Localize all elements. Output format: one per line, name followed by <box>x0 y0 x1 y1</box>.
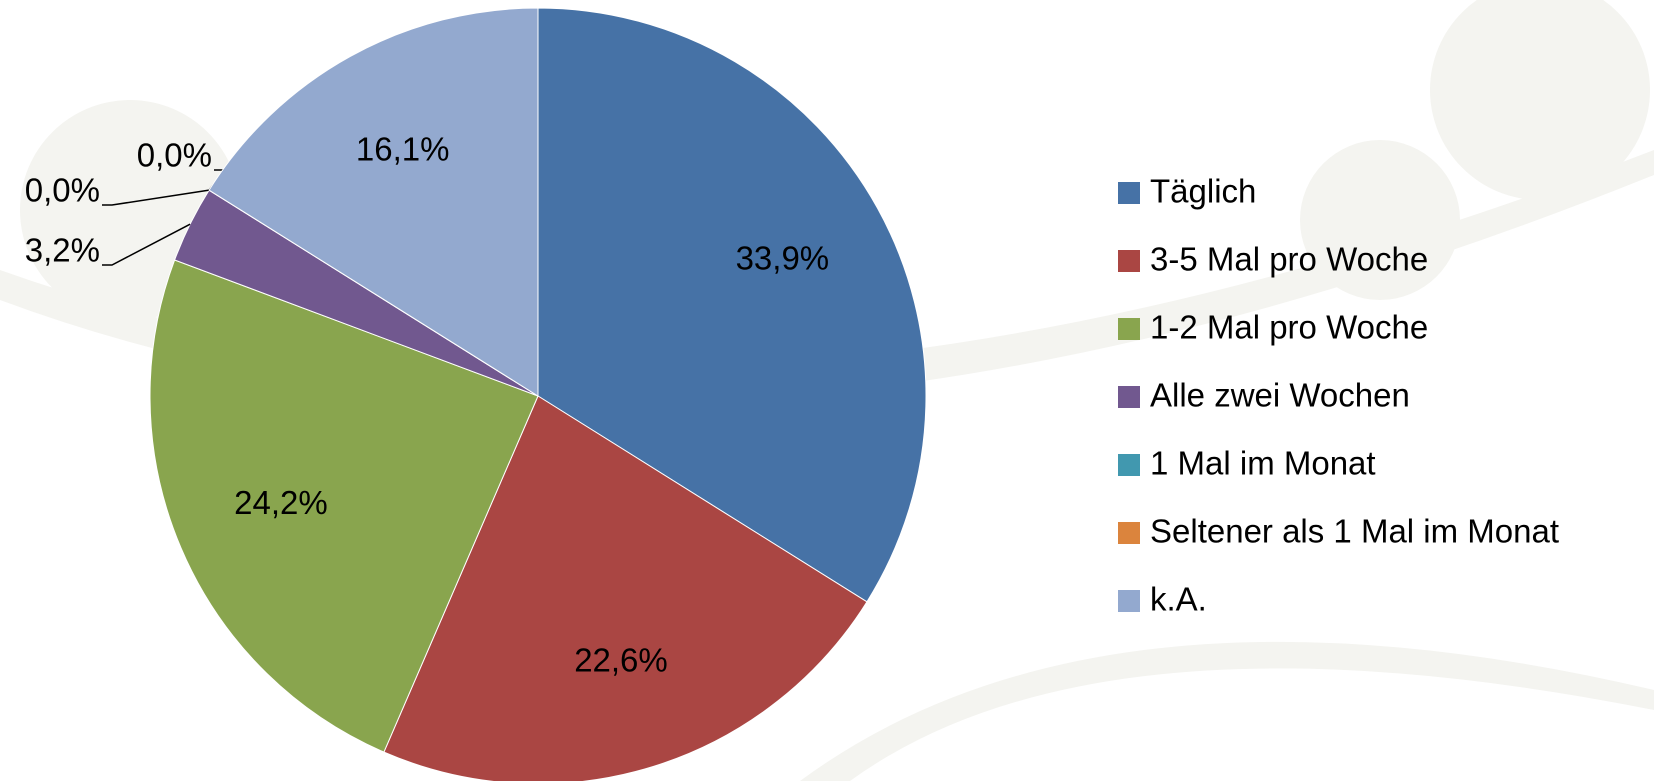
legend-label: Täglich <box>1150 173 1256 210</box>
pie-slice <box>383 395 868 781</box>
legend-label: 3-5 Mal pro Woche <box>1150 241 1428 278</box>
legend-swatch <box>1118 590 1140 612</box>
legend-swatch <box>1118 250 1140 272</box>
data-label: 24,2% <box>234 484 328 521</box>
legend-label: k.A. <box>1150 581 1207 618</box>
data-label: 33,9% <box>736 239 830 276</box>
leader-line <box>102 223 191 266</box>
legend-swatch <box>1118 318 1140 340</box>
decor-swoosh <box>0 150 1654 405</box>
legend-swatch <box>1118 182 1140 204</box>
legend-swatch <box>1118 454 1140 476</box>
data-label: 0,0% <box>137 137 212 174</box>
legend-label: 1-2 Mal pro Woche <box>1150 309 1428 346</box>
legend-swatch <box>1118 386 1140 408</box>
pie: 33,9% 22,6% 24,2% 3,2% 0,0% 0,0% 16,1% <box>25 7 927 781</box>
decor-swoosh <box>800 641 1654 781</box>
data-label: 3,2% <box>25 232 100 269</box>
legend: Täglich 3-5 Mal pro Woche 1-2 Mal pro Woch… <box>1118 173 1559 618</box>
decor-circle <box>1430 0 1650 200</box>
data-label: 0,0% <box>25 172 100 209</box>
pie-slice <box>208 7 539 397</box>
pie-slice <box>537 7 927 603</box>
legend-label: 1 Mal im Monat <box>1150 445 1376 482</box>
data-label: 16,1% <box>356 130 450 167</box>
legend-swatch <box>1118 522 1140 544</box>
legend-label: Seltener als 1 Mal im Monat <box>1150 513 1559 550</box>
leader-line <box>102 189 210 206</box>
legend-label: Alle zwei Wochen <box>1150 377 1410 414</box>
data-label: 22,6% <box>574 641 668 678</box>
pie-slice <box>149 259 539 753</box>
